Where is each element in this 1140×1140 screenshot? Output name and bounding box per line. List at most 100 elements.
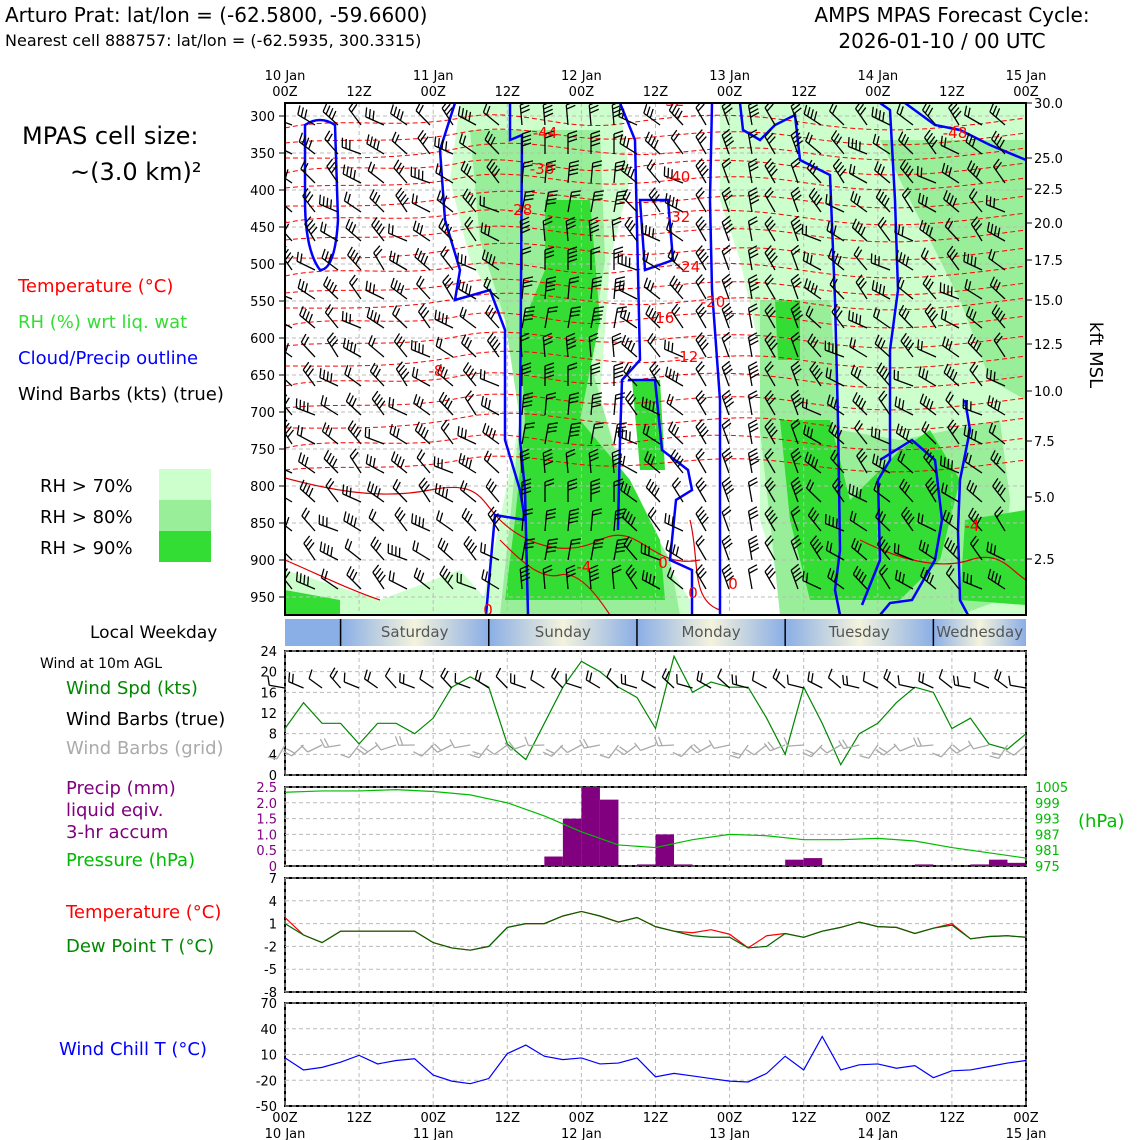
temp-contour-label: -32 (666, 208, 691, 226)
top-axis-date: 14 Jan (857, 69, 898, 84)
precip-label-3: 3-hr accum (66, 822, 168, 843)
panel-tick-label: 7 (269, 872, 277, 887)
surface-wind-barb (510, 673, 527, 689)
panel-tick-label: 2.0 (256, 797, 277, 812)
surface-wind-barb (329, 667, 342, 689)
kft-tick-label: 30.0 (1034, 97, 1063, 112)
pressure-tick-label: 400 (250, 184, 275, 199)
precip-bar (655, 834, 675, 866)
surface-wind-barb (474, 669, 490, 689)
surface-wind-barb (661, 668, 675, 689)
grid-wind-barb (653, 736, 675, 747)
panel-tick-label: -2 (264, 940, 277, 955)
grid-wind-barb (504, 740, 527, 751)
surface-wind-barb (1008, 675, 1027, 689)
temperature-contours (285, 114, 1026, 615)
top-axis-date: 15 Jan (1006, 69, 1047, 84)
surface-wind-barb (440, 667, 453, 689)
panel-tick-label: -20 (256, 1074, 277, 1089)
windchill-panel: 70 40 10 -20 -50 (256, 997, 1027, 1115)
station-title: Arturo Prat: lat/lon = (-62.5800, -59.66… (5, 3, 427, 27)
pressure-tick-label: 650 (250, 369, 275, 384)
panel-tick-label: 1.5 (256, 813, 277, 828)
kft-tick-label: 25.0 (1034, 152, 1063, 167)
surface-wind-barb (731, 674, 749, 689)
precip-bar (674, 864, 693, 866)
grid-wind-barb (689, 743, 712, 754)
grid-wind-barb (374, 741, 397, 751)
temp-contour-label: -4 (965, 517, 980, 535)
panel-tick-label: 1.0 (256, 828, 277, 843)
grid-wind-barb (430, 743, 453, 753)
panel-tick-label: 2.5 (256, 781, 277, 796)
panel-tick-label: 4 (269, 748, 277, 763)
bottom-axis-date: 12 Jan (561, 1127, 602, 1140)
grid-wind-barb (283, 744, 304, 757)
grid-wind-barb (599, 744, 619, 759)
grid-wind-barb (300, 744, 323, 753)
surface-wind-barb (883, 668, 897, 689)
bottom-axis-hour: 00Z (717, 1111, 743, 1126)
grid-wind-barb (267, 744, 286, 760)
top-axis-date: 11 Jan (413, 69, 454, 84)
panel-tick-label: 10 (260, 1049, 277, 1064)
legend-rh70-label: RH > 70% (40, 476, 133, 497)
weekday-label: Local Weekday (90, 623, 217, 643)
top-axis-hour: 12Z (643, 85, 669, 100)
top-axis-hour: 12Z (791, 85, 817, 100)
grid-wind-barb (729, 744, 749, 759)
grid-wind-barb (449, 739, 471, 749)
bottom-axis-date: 14 Jan (857, 1127, 898, 1140)
top-axis-hour: 12Z (939, 85, 965, 100)
surface-wind-barb (717, 668, 731, 689)
temp-label: Temperature (°C) (65, 902, 221, 923)
kft-tick-label: 12.5 (1034, 338, 1063, 353)
grid-wind-barb (486, 744, 508, 755)
cross-section-grid (285, 103, 1026, 615)
wind-barbs-true-label: Wind Barbs (true) (66, 709, 225, 730)
temperature-panel: 7 4 1 -2 -5 -8 (264, 872, 1027, 1001)
legend-rh70-swatch (159, 469, 211, 500)
grid-wind-barb (708, 739, 730, 749)
temp-contour-label: -44 (533, 124, 558, 142)
cell-size-line1: MPAS cell size: (22, 122, 198, 150)
kft-tick-label: 5.0 (1034, 491, 1055, 506)
panel-tick-label: 20 (260, 666, 277, 681)
legend-rh80-swatch (159, 500, 211, 531)
surface-wind-barb (530, 670, 545, 689)
top-axis-hour: 00Z (272, 85, 298, 100)
wind-speed-line (284, 654, 1027, 766)
panel-tick-label: 16 (260, 686, 277, 701)
bottom-axis-date: 15 Jan (1006, 1127, 1047, 1140)
bottom-axis-hour: 12Z (643, 1111, 669, 1126)
surface-wind-barb (399, 672, 415, 689)
temp-contour-label: 0 (658, 554, 668, 572)
kft-tick-label: 22.5 (1034, 183, 1063, 198)
grid-wind-barb (524, 736, 545, 747)
weekday-name: Tuesday (828, 623, 890, 641)
legend-rh90-label: RH > 90% (40, 538, 133, 559)
surface-wind-barb (696, 670, 712, 689)
surface-wind-barb (827, 668, 842, 689)
model-title-line2: 2026-01-10 / 00 UTC (838, 29, 1045, 53)
bottom-axis-date: 11 Jan (413, 1127, 454, 1140)
pressure-tick-label: 350 (250, 147, 275, 162)
surface-wind-barb (994, 669, 1008, 689)
grid-wind-barb (838, 739, 860, 750)
dewpoint-line (284, 910, 1027, 951)
panel-tick-label: 0.5 (256, 844, 277, 859)
grid-wind-barb (763, 741, 786, 752)
kft-tick-label: 10.0 (1034, 385, 1063, 400)
precip-bar (636, 864, 656, 866)
surface-wind-barb (606, 668, 619, 689)
model-title-line1: AMPS MPAS Forecast Cycle: (814, 3, 1089, 27)
grid-wind-barb (559, 744, 582, 754)
temp-contour-label: -20 (701, 293, 726, 311)
grid-wind-barb (859, 744, 879, 759)
grid-wind-barb (634, 742, 656, 752)
weekday-name: Sunday (535, 623, 591, 641)
